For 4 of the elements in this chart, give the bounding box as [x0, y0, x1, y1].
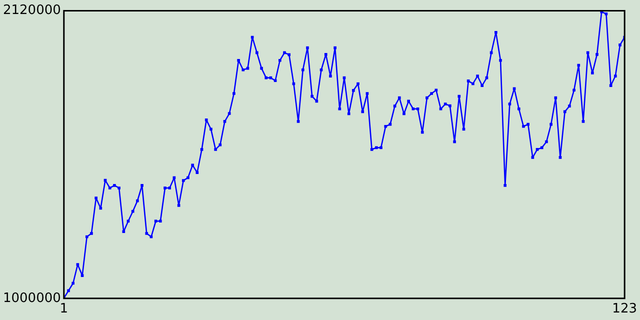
y-tick-label: 2120000 — [2, 3, 61, 18]
x-tick-label: 1 — [60, 302, 68, 317]
x-tick-label: 123 — [612, 302, 638, 317]
y-tick-label: 1000000 — [2, 290, 61, 306]
